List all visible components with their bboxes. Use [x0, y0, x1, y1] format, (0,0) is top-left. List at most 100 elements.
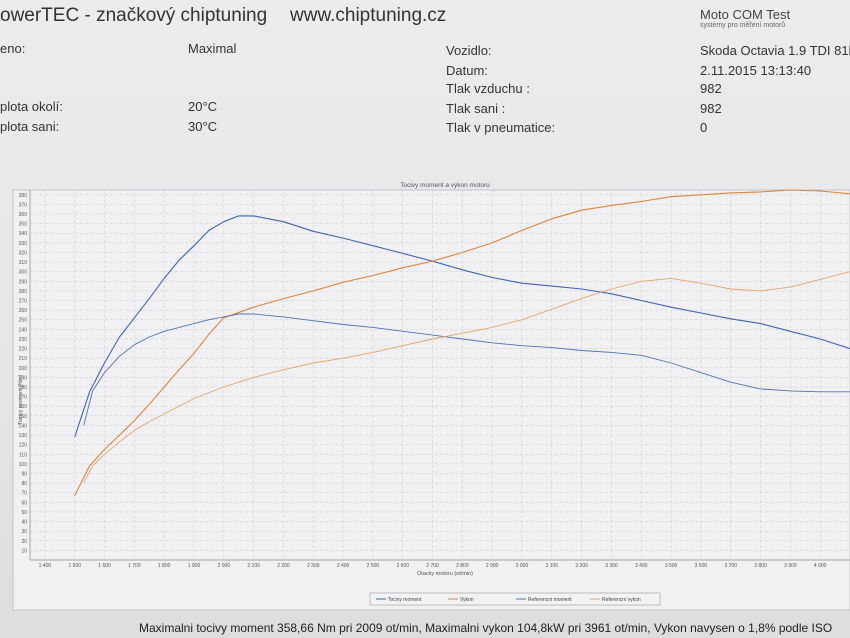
y-tick-label: 20	[21, 539, 27, 545]
x-tick-label: 3 700	[724, 563, 737, 569]
y-tick-label: 250	[19, 318, 28, 324]
info-label-intake-pressure: Tlak sani :	[446, 101, 506, 116]
x-tick-label: 1 800	[158, 563, 171, 569]
x-tick-label: 2 400	[337, 563, 350, 569]
info-value-date: 2.11.2015 13:13:40	[700, 63, 812, 78]
y-tick-label: 90	[21, 472, 27, 478]
y-tick-label: 170	[19, 395, 28, 401]
brand-subtitle: systémy pro měření motorů	[700, 22, 786, 29]
y-tick-label: 240	[19, 327, 28, 333]
y-tick-label: 40	[21, 520, 27, 526]
info-label-tyre-pressure: Tlak v pneumatice:	[446, 120, 556, 135]
x-tick-label: 3 900	[784, 563, 797, 569]
y-axis-label: Tocivy moment [Nm]	[18, 375, 24, 425]
x-tick-label: 2 600	[396, 563, 409, 569]
x-tick-label: 1 900	[188, 563, 201, 569]
series-line-ref-torque	[83, 313, 850, 426]
y-tick-label: 230	[19, 337, 28, 343]
chart-title: Tocivy moment a vykon motoru	[400, 182, 490, 189]
x-tick-label: 1 600	[98, 563, 111, 569]
x-tick-label: 1 500	[68, 563, 81, 569]
info-value-air-pressure: 982	[700, 81, 722, 96]
y-tick-label: 60	[21, 500, 27, 506]
y-tick-label: 380	[19, 193, 28, 199]
legend-box	[369, 592, 661, 606]
y-tick-label: 320	[19, 250, 28, 256]
y-tick-label: 140	[19, 423, 28, 429]
y-tick-label: 310	[19, 260, 28, 266]
y-tick-label: 100	[19, 462, 28, 468]
info-label-ambient-temp: plota okolí:	[0, 99, 63, 114]
series-line-torque	[74, 215, 850, 438]
legend-label-power: Vykon	[460, 597, 474, 603]
y-tick-label: 290	[19, 279, 28, 285]
x-tick-labels: 1 400 1 500 1 600 1 700 1 800 1 900 2 000 2 100…	[39, 563, 827, 569]
y-tick-label: 210	[19, 356, 28, 362]
legend-label-ref-torque: Referencni moment	[528, 597, 572, 603]
y-tick-label: 220	[19, 347, 28, 353]
x-tick-label: 2 000	[218, 563, 231, 569]
x-tick-label: 2 900	[486, 563, 499, 569]
y-tick-label: 360	[19, 212, 28, 218]
footer-summary: Maximalni tocivy moment 358,66 Nm pri 20…	[139, 621, 833, 635]
y-tick-label: 80	[21, 481, 27, 487]
y-tick-labels: 10 20 30 40 50 60 70 80 90 100 110 120 130 140 150 160 1…	[19, 193, 28, 555]
y-tick-label: 180	[19, 385, 28, 391]
info-value-vehicle: Skoda Octavia 1.9 TDI 81kW	[700, 43, 850, 58]
y-tick-label: 110	[19, 452, 27, 458]
legend-label-torque: Tocivy moment	[388, 597, 422, 603]
y-tick-label: 70	[21, 491, 27, 497]
brand-name: Moto COM Test	[700, 7, 791, 22]
y-tick-label: 150	[19, 414, 28, 420]
x-tick-label: 3 600	[695, 563, 708, 569]
y-tick-label: 190	[19, 375, 28, 381]
info-value-engine: Maximal	[188, 41, 237, 56]
x-tick-label: 4 000	[814, 563, 827, 569]
y-tick-label: 130	[19, 433, 28, 439]
chart-frame	[12, 189, 850, 611]
x-tick-label: 2 700	[426, 563, 439, 569]
x-tick-label: 2 200	[277, 563, 290, 569]
y-tick-label: 260	[19, 308, 28, 314]
x-axis-label: Otacky motoru (ot/min)	[417, 571, 473, 577]
x-tick-label: 3 400	[635, 563, 648, 569]
chart-legend: Tocivy moment Vykon Referencni moment Refer…	[369, 592, 661, 606]
y-tick-label: 10	[21, 548, 27, 554]
x-tick-label: 3 000	[516, 563, 529, 569]
x-tick-label: 3 500	[665, 563, 678, 569]
y-tick-label: 300	[19, 270, 28, 276]
series-line-ref-power	[83, 271, 850, 484]
y-tick-label: 30	[21, 529, 27, 535]
y-tick-label: 280	[19, 289, 28, 295]
y-tick-label: 50	[21, 510, 27, 516]
chart-series	[74, 189, 850, 496]
x-tick-label: 3 800	[754, 563, 767, 569]
x-tick-label: 2 100	[247, 563, 260, 569]
info-value-ambient-temp: 20°C	[188, 99, 218, 114]
info-label-engine: eno:	[0, 41, 26, 56]
y-tick-label: 370	[19, 202, 28, 208]
info-value-tyre-pressure: 0	[700, 120, 708, 135]
x-tick-label: 1 400	[39, 563, 52, 569]
y-tick-label: 350	[19, 222, 28, 228]
info-label-date: Datum:	[446, 63, 488, 78]
info-value-intake-pressure: 982	[700, 101, 722, 116]
x-tick-label: 3 100	[546, 563, 559, 569]
y-tick-label: 200	[19, 366, 28, 372]
x-tick-label: 1 700	[128, 563, 141, 569]
chart-grid	[29, 190, 850, 561]
x-tick-label: 2 300	[307, 563, 320, 569]
info-label-intake-temp: plota sani:	[0, 119, 60, 134]
x-tick-label: 2 800	[456, 563, 469, 569]
header-title: owerTEC - značkový chiptuning	[0, 5, 268, 26]
x-tick-label: 3 300	[605, 563, 618, 569]
y-tick-label: 160	[19, 404, 28, 410]
header-url: www.chiptuning.cz	[290, 5, 447, 26]
info-value-intake-temp: 30°C	[188, 119, 218, 134]
info-label-vehicle: Vozidlo:	[446, 43, 492, 58]
y-tick-label: 330	[19, 241, 28, 247]
y-tick-label: 120	[19, 443, 28, 449]
x-tick-label: 2 500	[367, 563, 380, 569]
